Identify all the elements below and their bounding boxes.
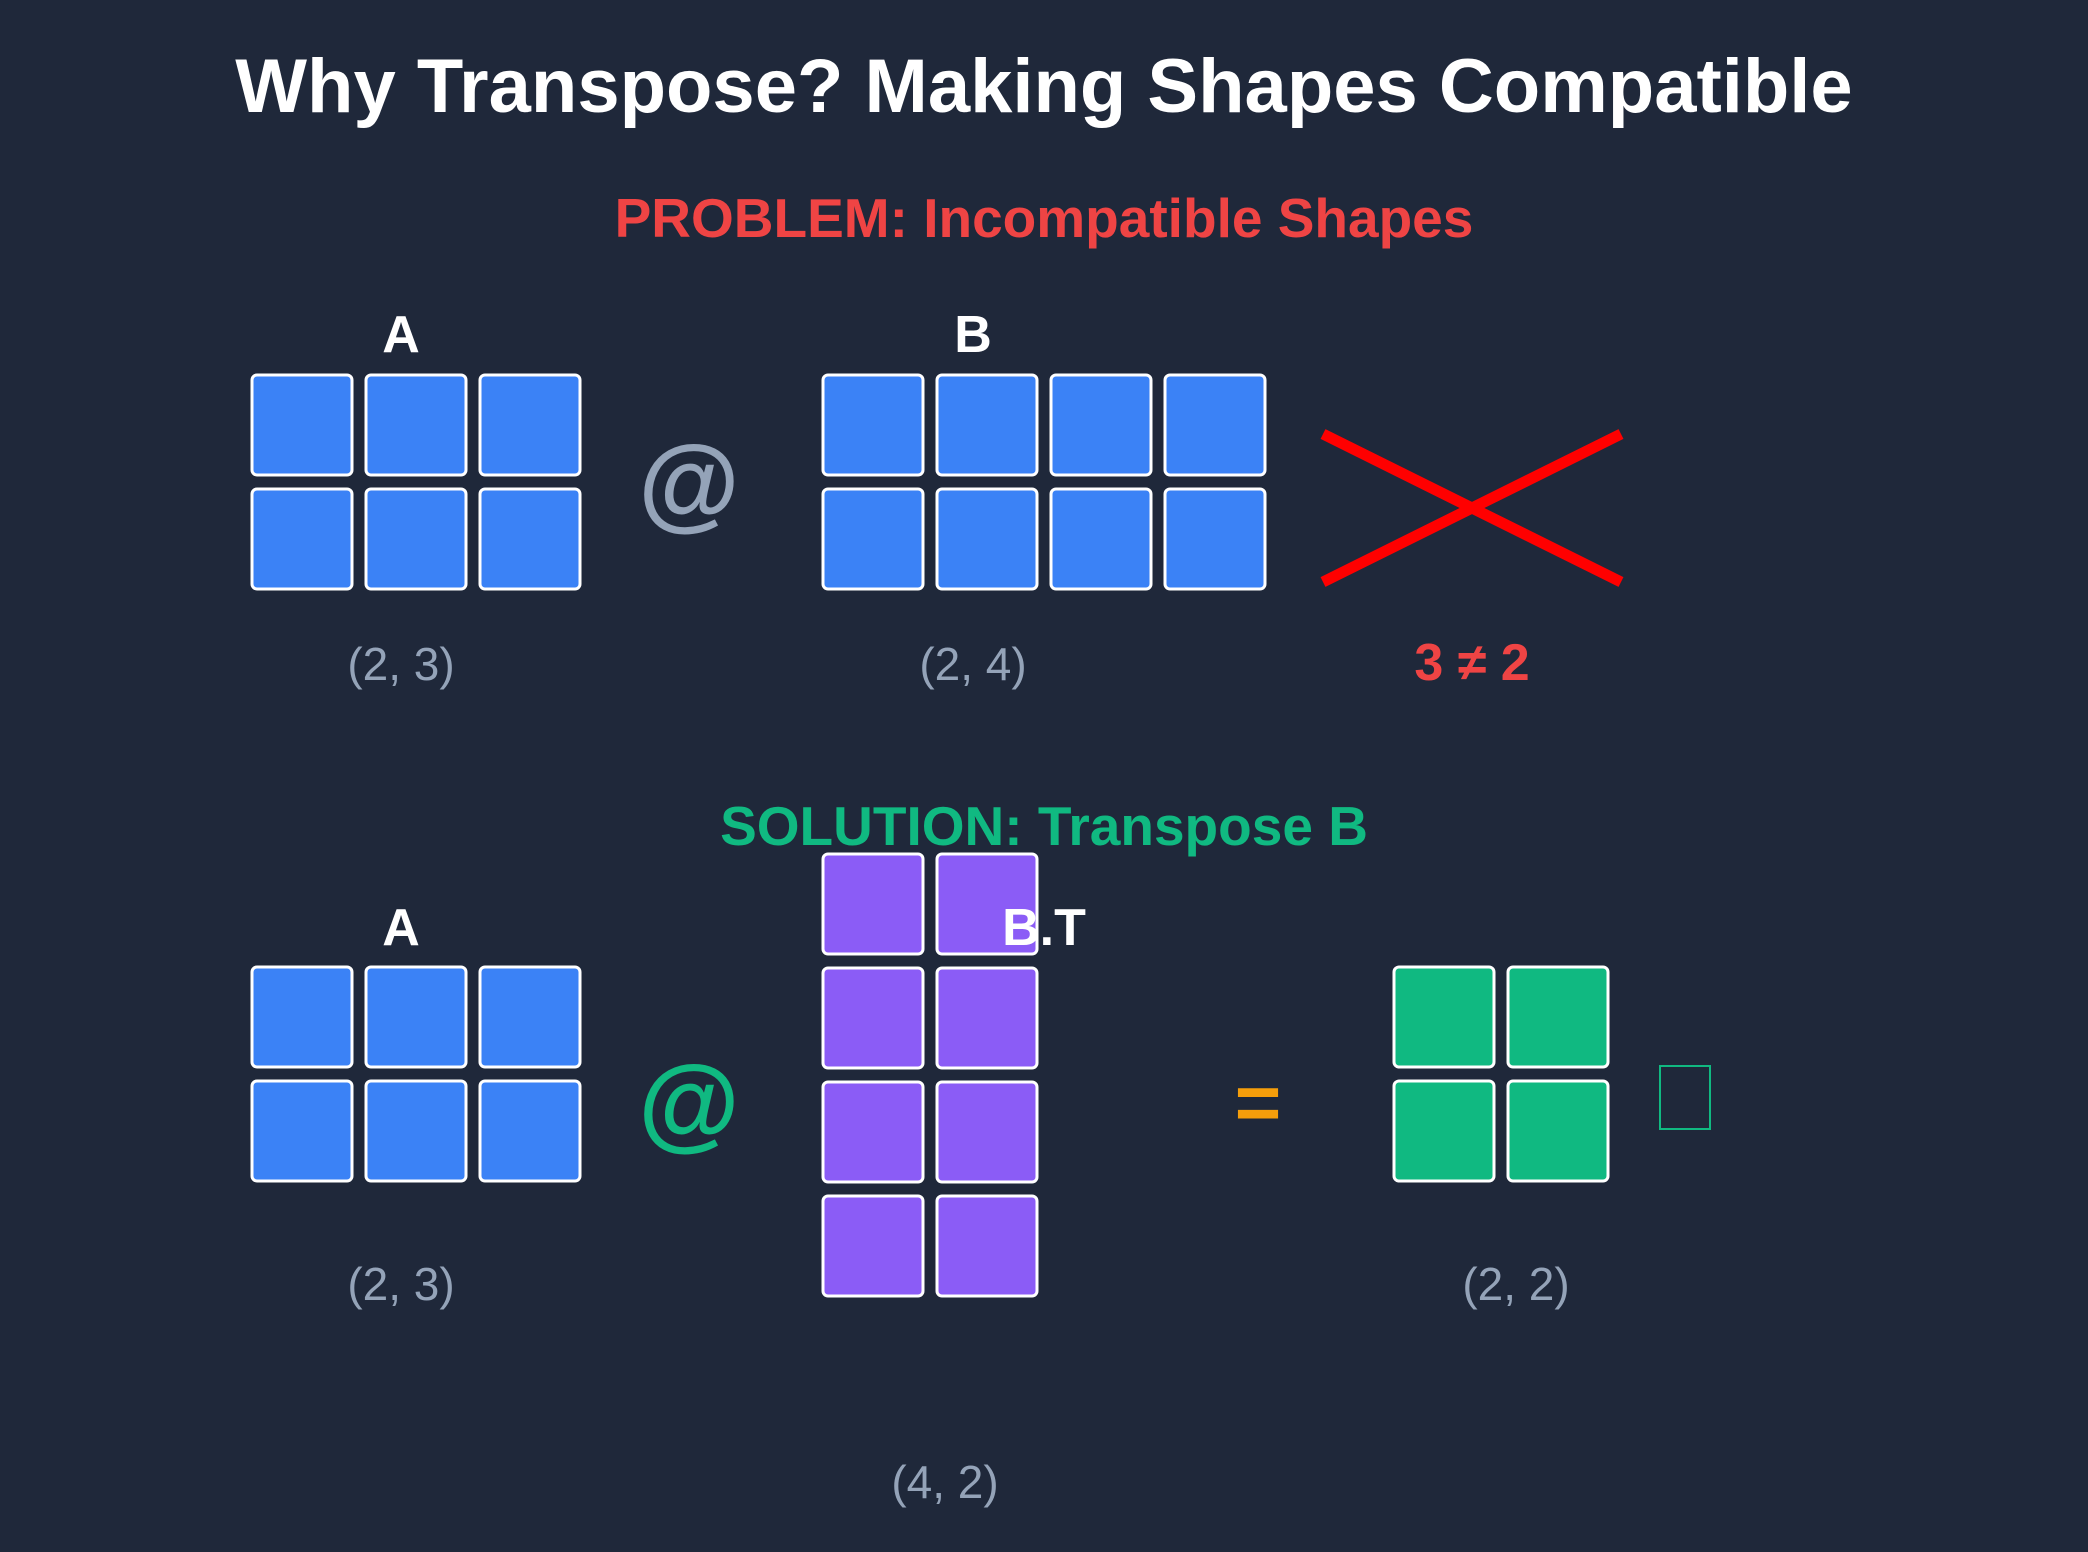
problem-matrix-b-label: B <box>954 306 992 364</box>
result-matrix-cell <box>1392 965 1496 1069</box>
solution-matrix-bt-cell <box>821 966 925 1070</box>
solution-section: A (2, 3) @ (4, 2) = (2, 2) SOLUTION: Tra… <box>250 795 1711 1508</box>
solution-matrix-a-cell <box>250 965 354 1069</box>
problem-matrix-b-cell <box>1163 373 1267 477</box>
problem-matrix-a-cell <box>250 487 354 591</box>
solution-matmul-operator: @ <box>638 1045 739 1161</box>
result-matrix-cell <box>1392 1079 1496 1183</box>
solution-matrix-a-cell <box>364 1079 468 1183</box>
solution-matrix-a-cell <box>478 1079 582 1183</box>
solution-matrix-a-cell <box>364 965 468 1069</box>
solution-matrix-a-label: A <box>382 899 420 957</box>
problem-matrix-a-cell <box>478 373 582 477</box>
solution-matrix-bt-cell <box>821 1080 925 1184</box>
problem-matrix-a-label: A <box>382 306 420 364</box>
dimension-mismatch-text: 3 ≠ 2 <box>1414 634 1529 692</box>
solution-matrix-bt-grid <box>821 852 1039 1298</box>
problem-matrix-a-cell <box>364 373 468 477</box>
solution-matrix-bt-label: B.T <box>1002 899 1086 957</box>
problem-matrix-b-grid <box>821 373 1267 591</box>
solution-matrix-bt-cell <box>935 1080 1039 1184</box>
cross-icon <box>1320 429 1624 587</box>
problem-matrix-b-shape: (2, 4) <box>919 638 1026 690</box>
result-matrix-shape: (2, 2) <box>1462 1258 1569 1310</box>
solution-matrix-bt-shape: (4, 2) <box>891 1456 998 1508</box>
page-title: Why Transpose? Making Shapes Compatible <box>235 44 1852 129</box>
problem-matrix-b-cell <box>935 487 1039 591</box>
problem-matrix-b-cell <box>1049 487 1153 591</box>
problem-matrix-a-cell <box>478 487 582 591</box>
result-matrix-cell <box>1506 1079 1610 1183</box>
solution-matrix-bt-cell <box>821 852 925 956</box>
problem-section: PROBLEM: Incompatible Shapes A (2, 3) @ … <box>250 187 1624 692</box>
solution-matrix-bt-cell <box>935 852 1039 956</box>
problem-matrix-b-cell <box>821 487 925 591</box>
problem-matrix-a-grid <box>250 373 582 591</box>
solution-matrix-a-grid <box>250 965 582 1183</box>
problem-matrix-a-cell <box>250 373 354 477</box>
solution-matrix-a-cell <box>250 1079 354 1183</box>
problem-matmul-operator: @ <box>638 425 739 541</box>
problem-heading: PROBLEM: Incompatible Shapes <box>615 187 1474 249</box>
problem-matrix-a-cell <box>364 487 468 591</box>
problem-matrix-b-cell <box>1163 487 1267 591</box>
problem-matrix-b-cell <box>821 373 925 477</box>
solution-matrix-bt-cell <box>821 1194 925 1298</box>
missing-glyph-icon <box>1659 1065 1711 1130</box>
solution-matrix-bt-cell <box>935 966 1039 1070</box>
result-matrix-cell <box>1506 965 1610 1069</box>
solution-matrix-bt-cell <box>935 1194 1039 1298</box>
solution-heading: SOLUTION: Transpose B <box>720 795 1368 857</box>
solution-matrix-a-cell <box>478 965 582 1069</box>
problem-matrix-a-shape: (2, 3) <box>347 638 454 690</box>
problem-matrix-b-cell <box>935 373 1039 477</box>
solution-matrix-a-shape: (2, 3) <box>347 1258 454 1310</box>
solution-equals-sign: = <box>1235 1058 1282 1147</box>
result-matrix-grid <box>1392 965 1610 1183</box>
problem-matrix-b-cell <box>1049 373 1153 477</box>
